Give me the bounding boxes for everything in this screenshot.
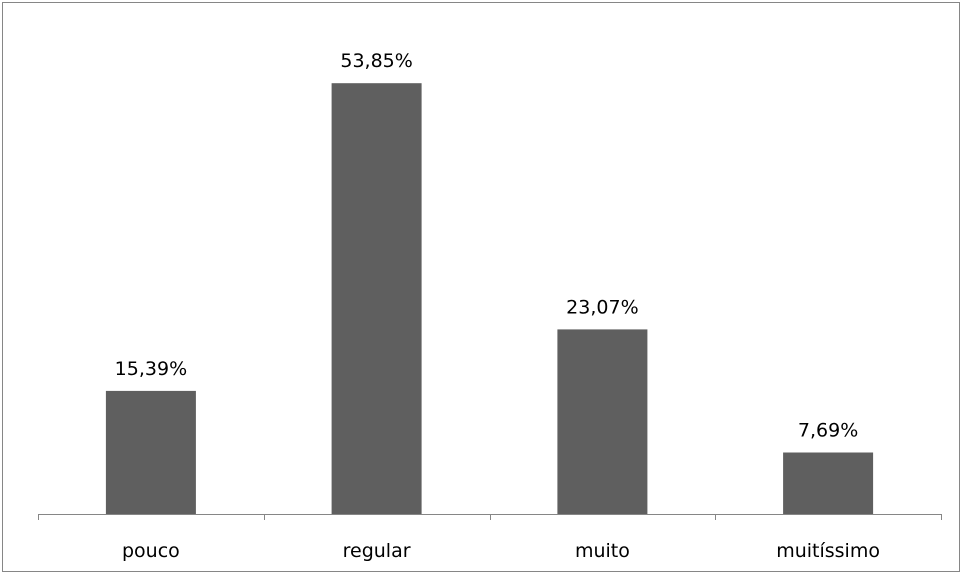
- category-label-pouco: pouco: [122, 540, 180, 562]
- bar-muito: [557, 329, 648, 514]
- data-label-regular: 53,85%: [340, 50, 412, 72]
- category-label-regular: regular: [343, 540, 411, 562]
- data-label-pouco: 15,39%: [115, 358, 187, 380]
- bars-group: [105, 83, 874, 514]
- category-labels-group: pouco regular muito muitíssimo: [122, 540, 880, 562]
- bar-pouco: [105, 390, 196, 514]
- data-labels-group: 15,39% 53,85% 23,07% 7,69%: [115, 50, 859, 441]
- bar-muitíssimo: [783, 452, 874, 514]
- category-label-muito: muito: [575, 540, 630, 562]
- x-axis: [38, 514, 942, 520]
- bar-regular: [331, 83, 422, 514]
- data-label-muitíssimo: 7,69%: [798, 420, 858, 442]
- data-label-muito: 23,07%: [566, 296, 638, 318]
- category-label-muitíssimo: muitíssimo: [776, 540, 880, 562]
